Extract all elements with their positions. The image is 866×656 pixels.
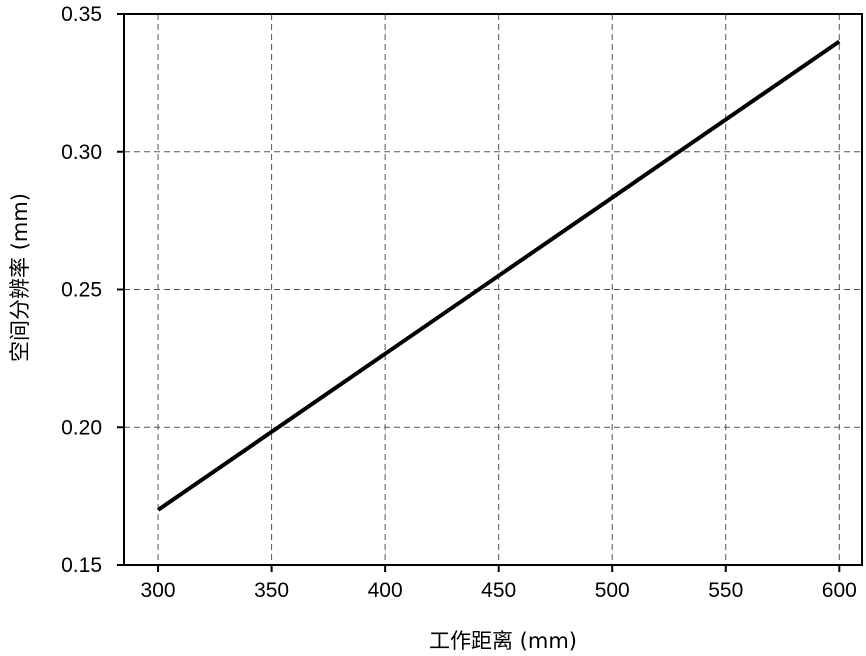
y-tick-label: 0.20 — [61, 416, 102, 439]
x-tick-label: 300 — [141, 579, 176, 602]
grid-lines — [124, 14, 862, 565]
x-tick-label: 350 — [254, 579, 289, 602]
x-tick-label: 450 — [481, 579, 516, 602]
y-tick-label: 0.25 — [61, 279, 102, 302]
x-tick-label: 550 — [708, 579, 743, 602]
series-line — [156, 39, 841, 512]
y-axis-ticks: 0.15 0.20 0.25 0.30 0.35 — [61, 3, 124, 577]
x-tick-label: 600 — [822, 579, 857, 602]
y-tick-label: 0.30 — [61, 141, 102, 164]
x-tick-label: 500 — [595, 579, 630, 602]
data-series — [156, 39, 841, 512]
x-tick-label: 400 — [368, 579, 403, 602]
x-axis-title: 工作距离 (mm) — [429, 629, 577, 653]
x-axis-ticks: 300 350 400 450 500 550 600 — [141, 565, 857, 602]
y-axis-title: 空间分辨率 (mm) — [8, 193, 32, 362]
y-tick-label: 0.15 — [61, 554, 102, 577]
y-tick-label: 0.35 — [61, 3, 102, 26]
